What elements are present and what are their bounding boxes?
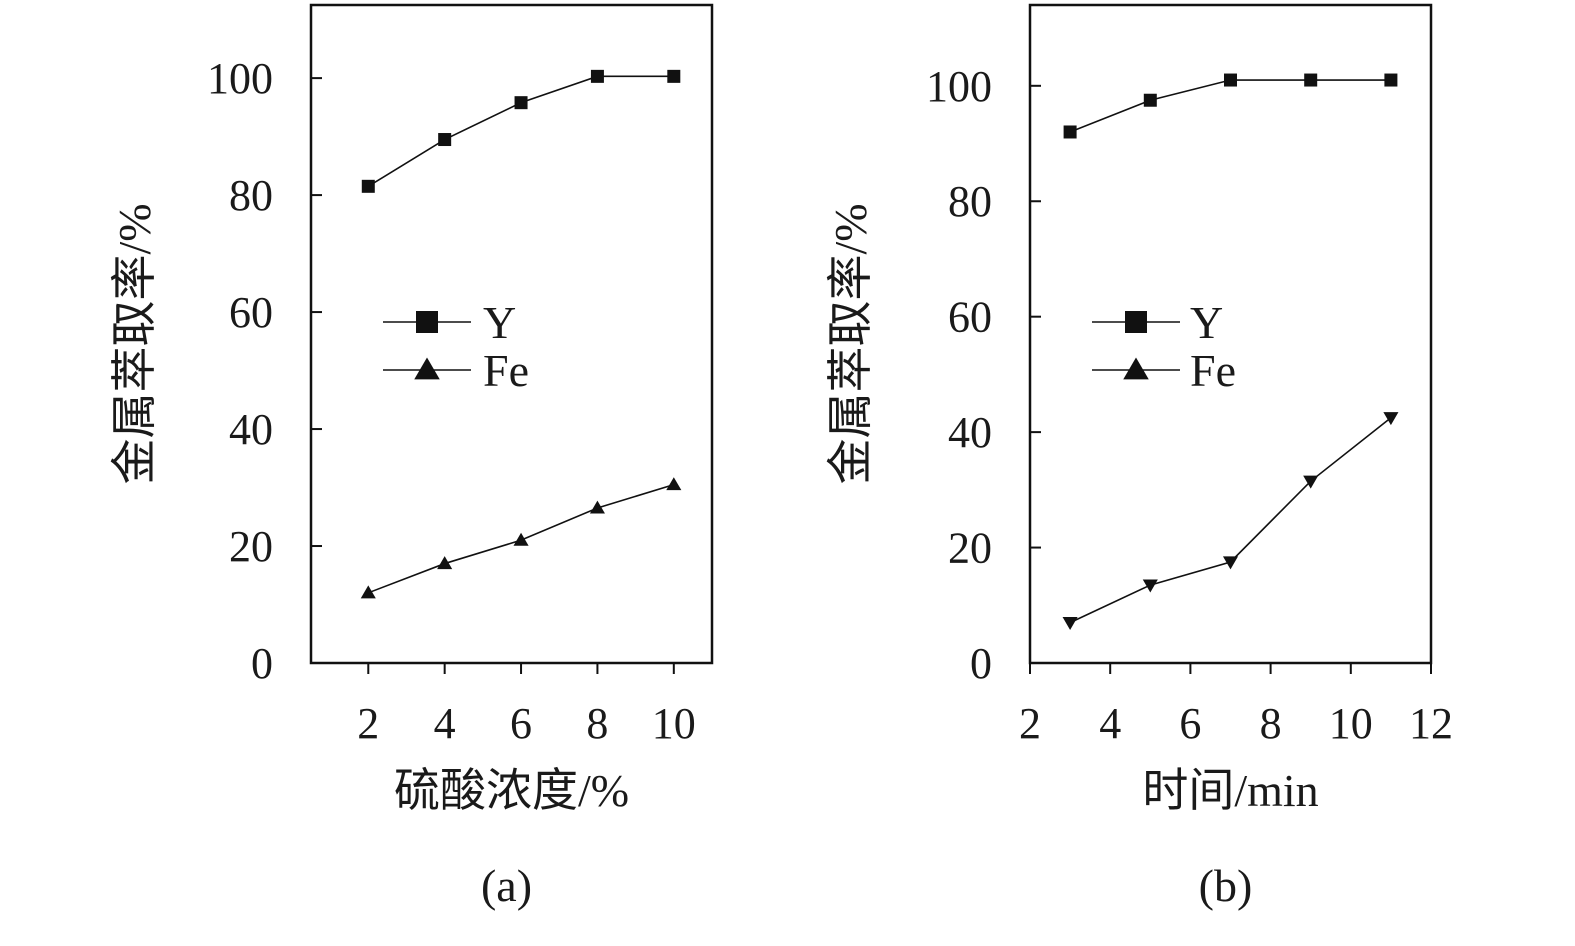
panel-caption: (b) bbox=[1199, 860, 1253, 911]
data-point-fe bbox=[437, 556, 453, 570]
x-tick-label: 8 bbox=[1260, 699, 1282, 748]
x-tick-label: 10 bbox=[652, 699, 696, 748]
series-line-y bbox=[1069, 79, 1391, 133]
x-tick-label: 4 bbox=[434, 699, 456, 748]
plot-frame bbox=[1028, 3, 1433, 665]
chart-panel-b: 0 20 40 60 80 100 2 4 6 8 10 12 时间/min 金属萃取率/% (b) YFe bbox=[825, 3, 1453, 911]
y-tick-label: 20 bbox=[229, 522, 273, 571]
data-point-y bbox=[438, 133, 452, 147]
chart-panel-a: 0 20 40 60 80 100 2 4 6 8 10 硫酸浓度/% 金属萃取率/% (a) YFe bbox=[109, 3, 714, 911]
y-tick-label: 40 bbox=[229, 405, 273, 454]
legend-label: Fe bbox=[1190, 345, 1236, 396]
y-tick-label: 60 bbox=[229, 288, 273, 337]
data-point-fe bbox=[1383, 412, 1399, 426]
y-tick-label: 20 bbox=[948, 524, 992, 573]
y-tick-label: 0 bbox=[970, 639, 992, 688]
data-point-y bbox=[590, 69, 604, 83]
legend-label: Y bbox=[483, 297, 516, 348]
x-tick-label: 6 bbox=[510, 699, 532, 748]
plot-frame bbox=[309, 3, 714, 665]
data-point-fe bbox=[360, 585, 376, 599]
data-point-y bbox=[1384, 73, 1398, 87]
data-point-y bbox=[1224, 73, 1237, 87]
legend-marker bbox=[414, 357, 440, 380]
legend-label: Y bbox=[1190, 297, 1223, 348]
panel-caption: (a) bbox=[481, 860, 532, 911]
x-tick-label: 8 bbox=[586, 699, 608, 748]
y-tick-label: 100 bbox=[926, 62, 992, 111]
y-tick-label: 80 bbox=[229, 171, 273, 220]
x-tick-label: 2 bbox=[357, 699, 379, 748]
y-axis-title: 金属萃取率/% bbox=[109, 203, 160, 484]
data-point-fe bbox=[1222, 556, 1239, 570]
x-tick-label: 12 bbox=[1409, 699, 1453, 748]
y-tick-label: 0 bbox=[251, 639, 273, 688]
series-line-y bbox=[367, 75, 674, 187]
x-tick-label: 10 bbox=[1329, 699, 1373, 748]
data-point-fe bbox=[1142, 579, 1158, 593]
x-axis-title: 时间/min bbox=[1142, 765, 1318, 816]
legend-label: Fe bbox=[483, 345, 529, 396]
x-axis-title: 硫酸浓度/% bbox=[394, 765, 629, 816]
data-point-y bbox=[514, 96, 528, 110]
x-tick-label: 4 bbox=[1099, 699, 1121, 748]
series-line-fe bbox=[1069, 417, 1392, 624]
y-tick-label: 80 bbox=[948, 177, 992, 226]
y-tick-label: 40 bbox=[948, 408, 992, 457]
x-tick-label: 6 bbox=[1179, 699, 1201, 748]
y-axis-title: 金属萃取率/% bbox=[825, 203, 876, 484]
legend-marker bbox=[416, 311, 438, 333]
data-point-y bbox=[1063, 125, 1077, 139]
data-point-fe bbox=[589, 500, 605, 514]
data-point-y bbox=[667, 69, 681, 83]
data-point-fe bbox=[513, 532, 529, 546]
data-point-y bbox=[1143, 93, 1157, 107]
y-tick-label: 60 bbox=[948, 293, 992, 342]
data-point-y bbox=[361, 179, 375, 193]
x-tick-label: 2 bbox=[1019, 699, 1041, 748]
data-point-fe bbox=[1062, 617, 1078, 631]
legend-marker bbox=[1125, 311, 1147, 333]
y-tick-label: 100 bbox=[207, 54, 273, 103]
data-point-fe bbox=[1303, 475, 1319, 489]
data-point-fe bbox=[666, 477, 682, 491]
data-point-y bbox=[1304, 73, 1318, 87]
legend-marker bbox=[1123, 357, 1149, 380]
